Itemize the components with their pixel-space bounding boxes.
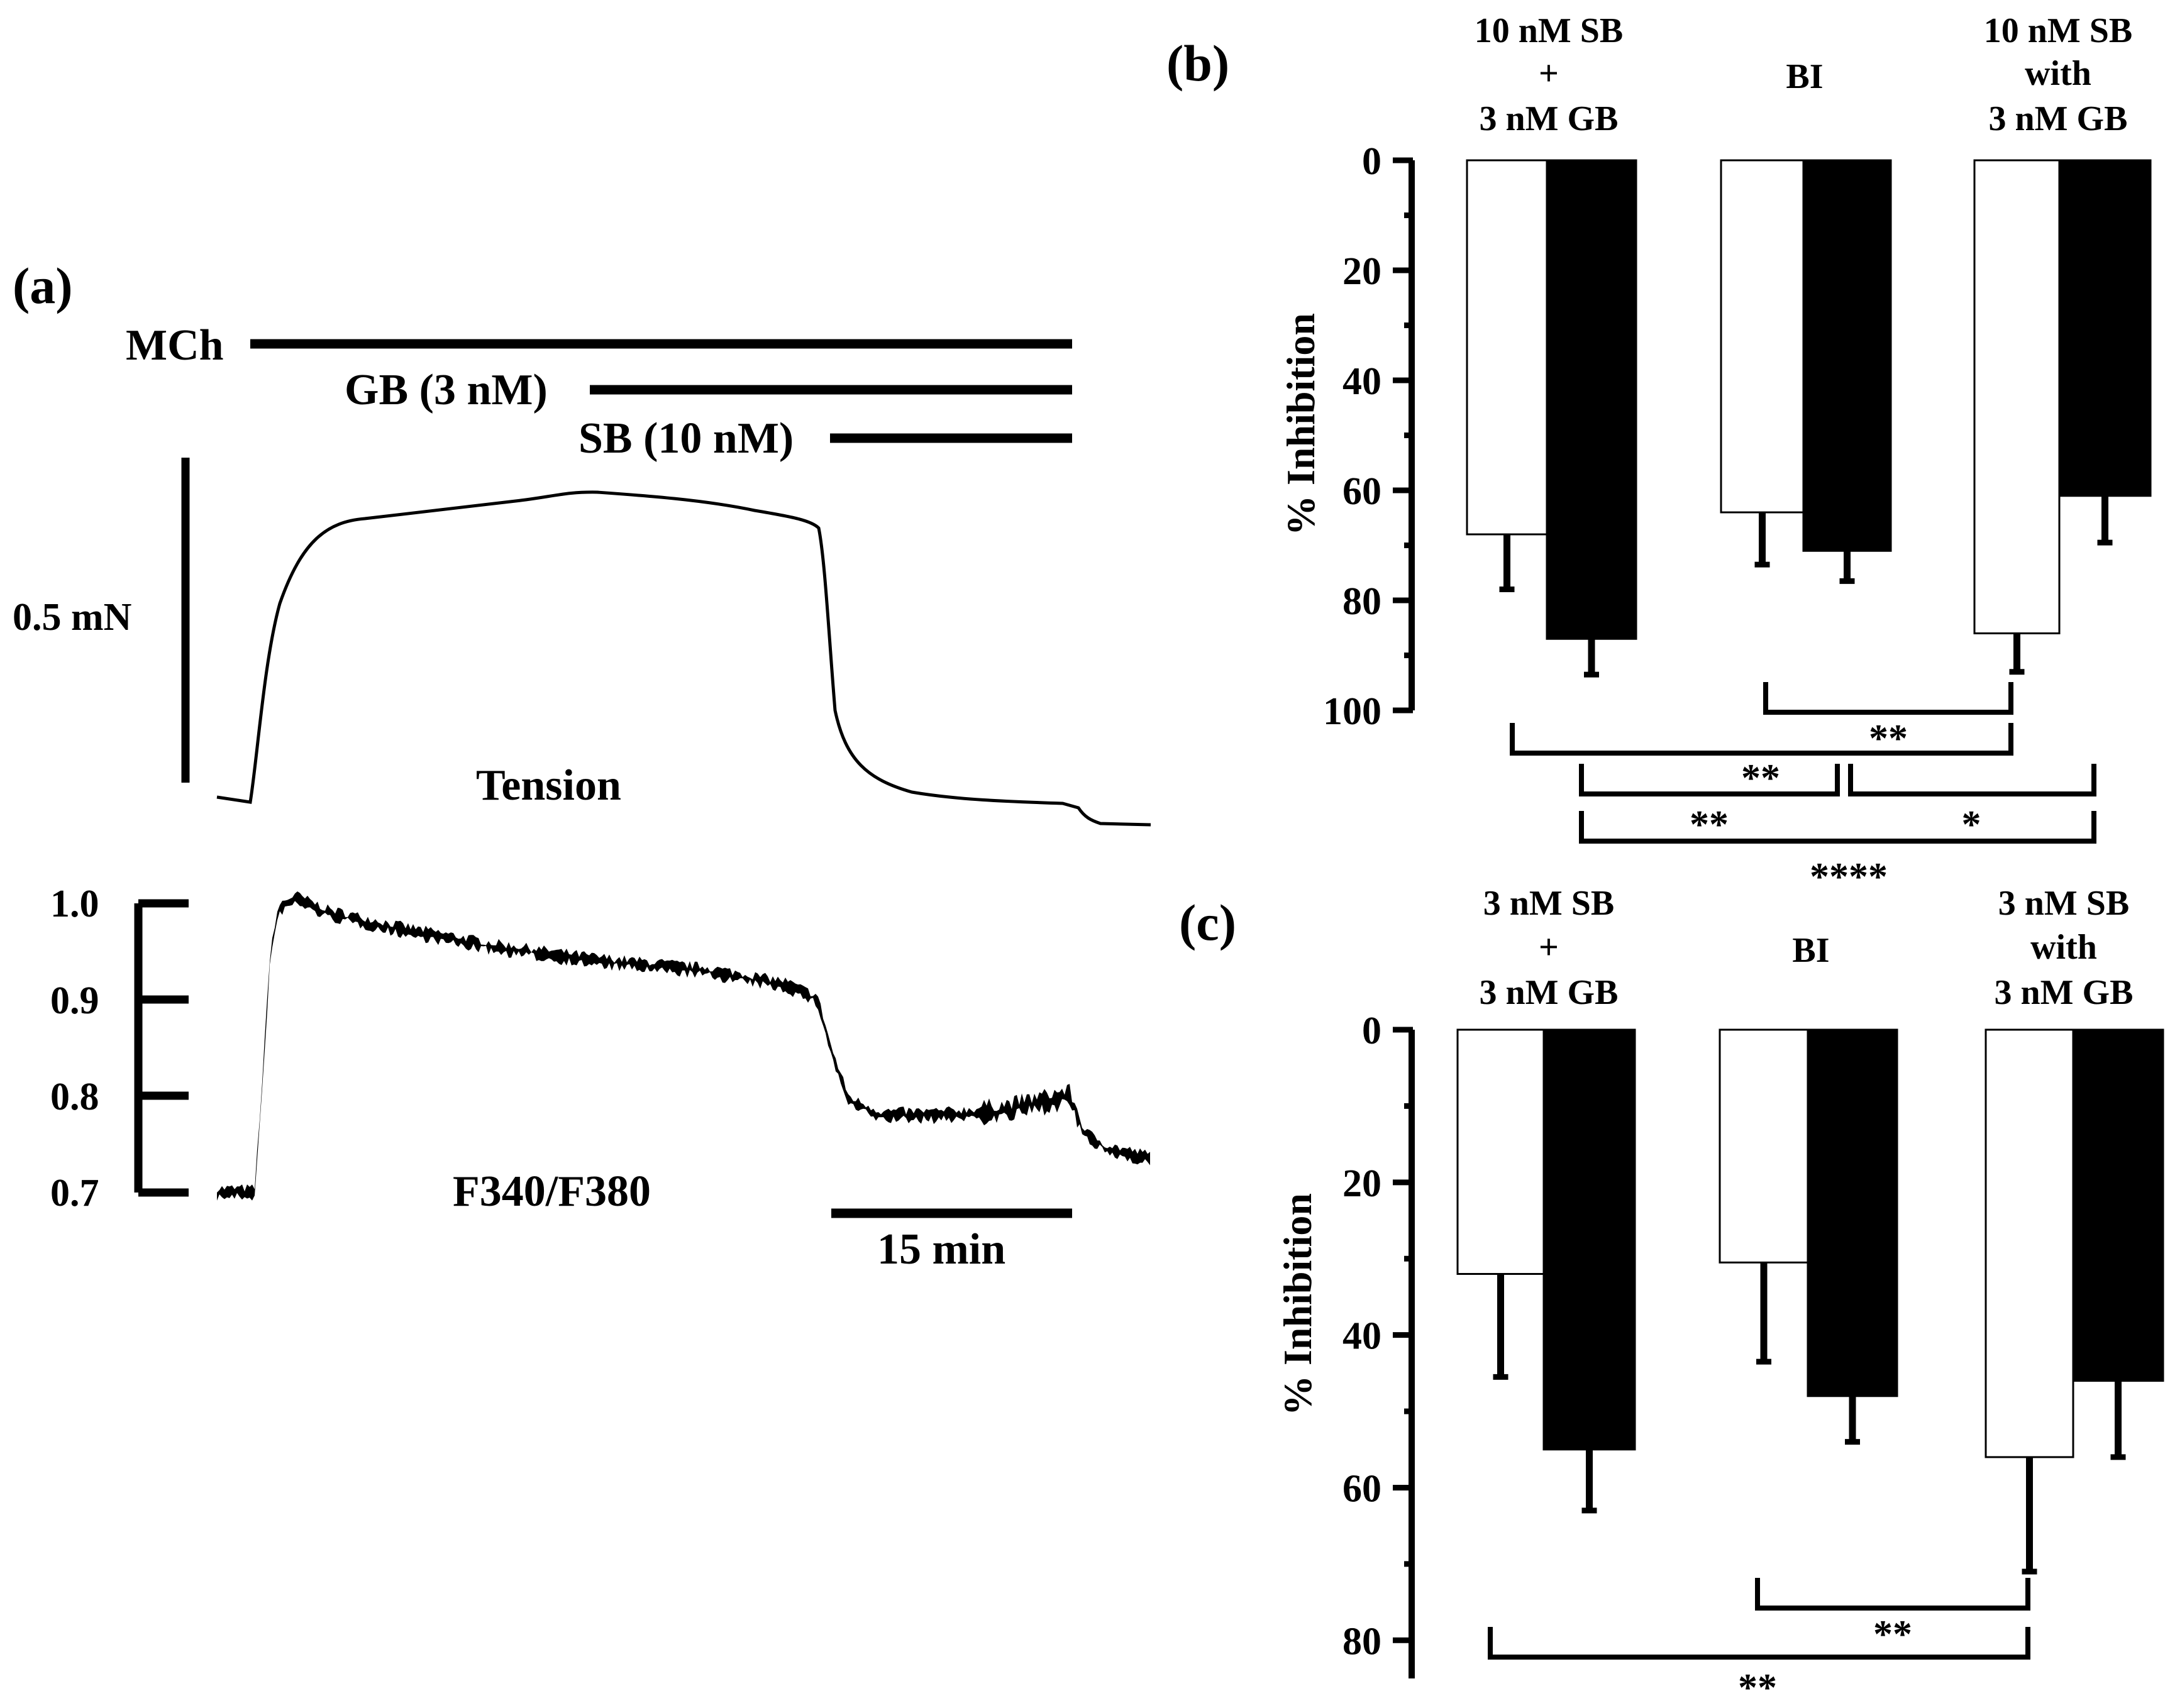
group-label-line: 3 nM GB: [1480, 99, 1619, 138]
significance-bracket: [1755, 1578, 2030, 1611]
bar-open: [1720, 159, 1805, 514]
ratio-trace: [217, 891, 1150, 1201]
bar-filled: [1546, 159, 1637, 640]
group-label-line: 3 nM GB: [1989, 99, 2128, 138]
y-tick-label: 100: [1323, 690, 1381, 733]
group-label-line: 10 nM SB: [1475, 11, 1624, 50]
y-axis-label: % Inhibition: [1275, 1193, 1320, 1416]
ratio-tick-label: 1.0: [50, 883, 99, 925]
group-label-line: +: [1539, 54, 1559, 93]
panel-label-c: (c): [1179, 894, 1236, 951]
tension-trace: [216, 490, 1151, 827]
bar-filled: [1802, 159, 1892, 552]
time-scale-label: 15 min: [877, 1225, 1005, 1274]
tension-label: Tension: [476, 761, 621, 810]
significance-bracket: [1763, 682, 2013, 715]
ratio-tick-label: 0.8: [50, 1076, 99, 1118]
significance-label: **: [1873, 1613, 1912, 1656]
significance-bracket: [1848, 764, 2096, 796]
group-label-line: with: [2030, 928, 2097, 967]
gb-label: GB (3 nM): [345, 366, 548, 414]
bar-open: [1973, 159, 2061, 634]
group-label-line: 3 nM GB: [1995, 973, 2134, 1012]
y-tick-label: 20: [1342, 250, 1381, 293]
bar-filled: [2072, 1028, 2164, 1382]
chart-c: 3 nM SB + 3 nM GB BI 3 nM SB with 3 nM G…: [1275, 884, 2164, 1708]
mch-label: MCh: [126, 321, 224, 370]
y-tick-label: 80: [1342, 1620, 1381, 1663]
y-tick-label: 40: [1342, 360, 1381, 403]
y-tick-label: 60: [1342, 470, 1381, 513]
group-label-line: +: [1539, 928, 1559, 967]
tension-scale-label: 0.5 mN: [13, 596, 131, 639]
y-tick-label: 60: [1342, 1467, 1381, 1510]
bar-open: [1985, 1028, 2074, 1458]
y-tick-label: 80: [1342, 580, 1381, 623]
bar-open: [1719, 1028, 1809, 1264]
ratio-label: F340/F380: [453, 1167, 651, 1216]
ratio-tick-label: 0.7: [50, 1172, 99, 1215]
group-label-line: with: [2025, 54, 2091, 93]
sb-label: SB (10 nM): [578, 414, 794, 463]
bar-open: [1456, 1028, 1545, 1275]
panel-a: MCh GB (3 nM) SB (10 nM) 0.5 mN Tension …: [13, 321, 1151, 1274]
ratio-tick-label: 0.9: [50, 979, 99, 1022]
significance-bracket: [1488, 1627, 2030, 1660]
bar-filled: [1542, 1028, 1636, 1451]
bar-open: [1466, 159, 1548, 536]
chart-b: 10 nM SB + 3 nM GB BI 10 nM SB with 3 nM…: [1278, 11, 2152, 898]
group-label-line: 10 nM SB: [1984, 11, 2133, 50]
significance-label: **: [1738, 1667, 1777, 1708]
significance-bracket: [1579, 811, 2096, 844]
y-tick-label: 0: [1362, 1010, 1381, 1052]
significance-label: **: [1741, 757, 1780, 800]
significance-label: *: [1962, 803, 1981, 846]
group-label-line: 3 nM GB: [1480, 973, 1619, 1012]
significance-bracket: [1579, 764, 1840, 796]
bar-filled: [1807, 1028, 1898, 1397]
group-label-line: 3 nM SB: [1483, 884, 1615, 923]
ratio-trace-band: [217, 891, 1150, 1201]
significance-bracket: [1510, 723, 2013, 756]
group-label-line: 3 nM SB: [1998, 884, 2130, 923]
group-label-line: BI: [1792, 931, 1829, 970]
panel-label-b: (b): [1166, 35, 1229, 92]
significance-label: ****: [1810, 856, 1888, 898]
y-tick-label: 40: [1342, 1315, 1381, 1358]
panel-label-a: (a): [13, 257, 73, 314]
y-tick-label: 20: [1342, 1162, 1381, 1205]
significance-label: **: [1869, 717, 1908, 760]
significance-label: **: [1690, 803, 1729, 846]
y-tick-label: 0: [1362, 140, 1381, 183]
group-label-line: BI: [1786, 57, 1823, 96]
bar-filled: [2058, 159, 2152, 497]
y-axis-label: % Inhibition: [1278, 313, 1323, 536]
